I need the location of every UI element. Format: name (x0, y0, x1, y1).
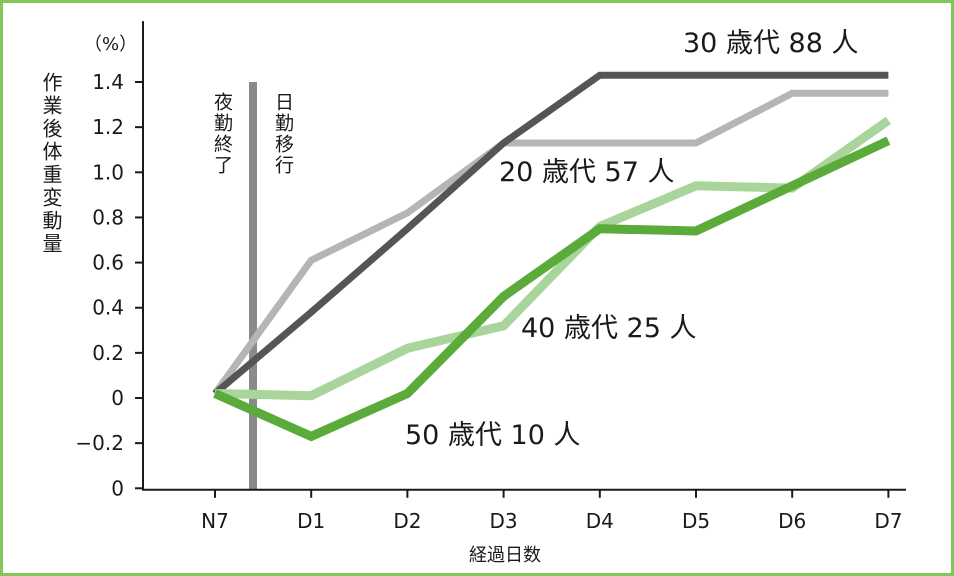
series-line-1 (212, 71, 889, 397)
series-line-3 (214, 116, 891, 401)
x-tick-label: D2 (393, 509, 421, 533)
y-tick-label: 1.4 (92, 70, 124, 94)
series-label-1: 30 歳代 88 人 (683, 28, 858, 59)
shift-divider-bar (249, 82, 257, 490)
y-tick-label: 0.8 (92, 205, 124, 229)
x-axis-title: 経過日数 (469, 545, 541, 566)
y-axis-title: 作業後体重変動量 (39, 72, 63, 256)
series-label-4: 50 歳代 10 人 (405, 420, 580, 451)
y-tick-label: 1.0 (92, 160, 124, 184)
y-tick-label: 0 (111, 476, 124, 500)
series-line-2 (212, 89, 889, 396)
x-tick-label: D5 (682, 509, 710, 533)
series-line-4 (213, 136, 891, 442)
series-label-2: 20 歳代 57 人 (499, 157, 674, 188)
night-shift-end-annotation: 夜勤終了 (211, 92, 233, 176)
y-tick-label: 0.6 (92, 251, 124, 275)
x-tick-label: D1 (297, 509, 325, 533)
y-tick-label: 0.2 (92, 341, 124, 365)
y-tick-label: −0.2 (75, 431, 124, 455)
x-tick-label: D3 (490, 509, 518, 533)
series-label-3: 40 歳代 25 人 (521, 313, 696, 344)
y-axis-unit: （%） (84, 34, 137, 55)
y-tick-label: 0 (111, 386, 124, 410)
x-tick-label: D4 (586, 509, 614, 533)
x-tick-label: D6 (778, 509, 806, 533)
x-tick-label: D7 (874, 509, 902, 533)
y-tick-label: 1.2 (92, 115, 124, 139)
day-shift-transition-annotation: 日勤移行 (272, 92, 294, 176)
y-tick-label: 0.4 (92, 296, 124, 320)
x-tick-label: N7 (201, 509, 229, 533)
